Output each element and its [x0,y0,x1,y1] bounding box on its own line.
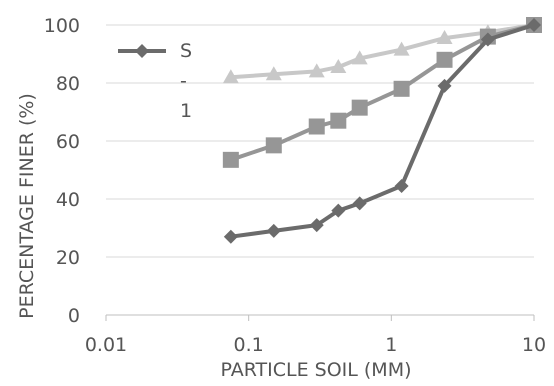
x-tick-label: 1 [385,334,397,356]
data-point [527,18,541,32]
data-point [436,30,453,45]
y-axis-title: PERCENTAGE FINER (%) [16,93,38,319]
legend-label-line: - [180,70,187,92]
data-point [330,112,347,129]
y-tick-label: 40 [56,189,80,211]
x-tick-label: 0.01 [85,334,127,356]
data-point [309,218,324,233]
y-tick-label: 80 [56,73,80,95]
axes: 0 20 40 60 80 100 0.01 0.1 1 10 [44,15,546,356]
data-point [308,63,325,78]
data-point [351,50,368,65]
data-point [394,178,409,193]
y-tick-label: 20 [56,247,80,269]
series-3 [222,17,542,84]
data-point [393,41,410,56]
data-point [222,151,239,168]
series-2 [222,17,542,168]
legend: S - 1 [118,40,192,122]
data-point [265,66,282,81]
data-point [308,118,325,135]
data-point [330,59,347,74]
data-point [393,80,410,97]
y-tick-label: 60 [56,131,80,153]
data-point [266,223,281,238]
y-tick-label: 0 [68,305,80,327]
data-point [222,69,239,84]
grid [106,24,534,258]
y-tick-label: 100 [44,15,80,37]
legend-label-line: 1 [180,100,192,122]
legend-marker [135,44,149,58]
data-point [265,137,282,154]
data-point [223,229,238,244]
series-layer [222,17,542,244]
data-point [436,51,453,68]
x-tick-label: 10 [522,334,546,356]
data-point [331,203,346,218]
x-tick-label: 0.1 [234,334,264,356]
data-point [352,196,367,211]
data-point [351,99,368,116]
data-point [437,78,452,93]
data-point [480,32,495,47]
series-line [230,23,535,239]
legend-label-line: S [180,40,192,62]
x-axis-title: PARTICLE SOIL (MM) [220,359,411,381]
series-1 [223,18,541,244]
